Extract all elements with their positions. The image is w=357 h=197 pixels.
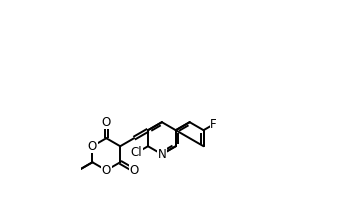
Text: F: F xyxy=(210,118,217,131)
Text: O: O xyxy=(130,164,139,177)
Text: N: N xyxy=(157,148,166,161)
Text: O: O xyxy=(102,116,111,129)
Text: O: O xyxy=(102,164,111,177)
Text: Cl: Cl xyxy=(131,146,142,159)
Text: O: O xyxy=(88,140,97,153)
